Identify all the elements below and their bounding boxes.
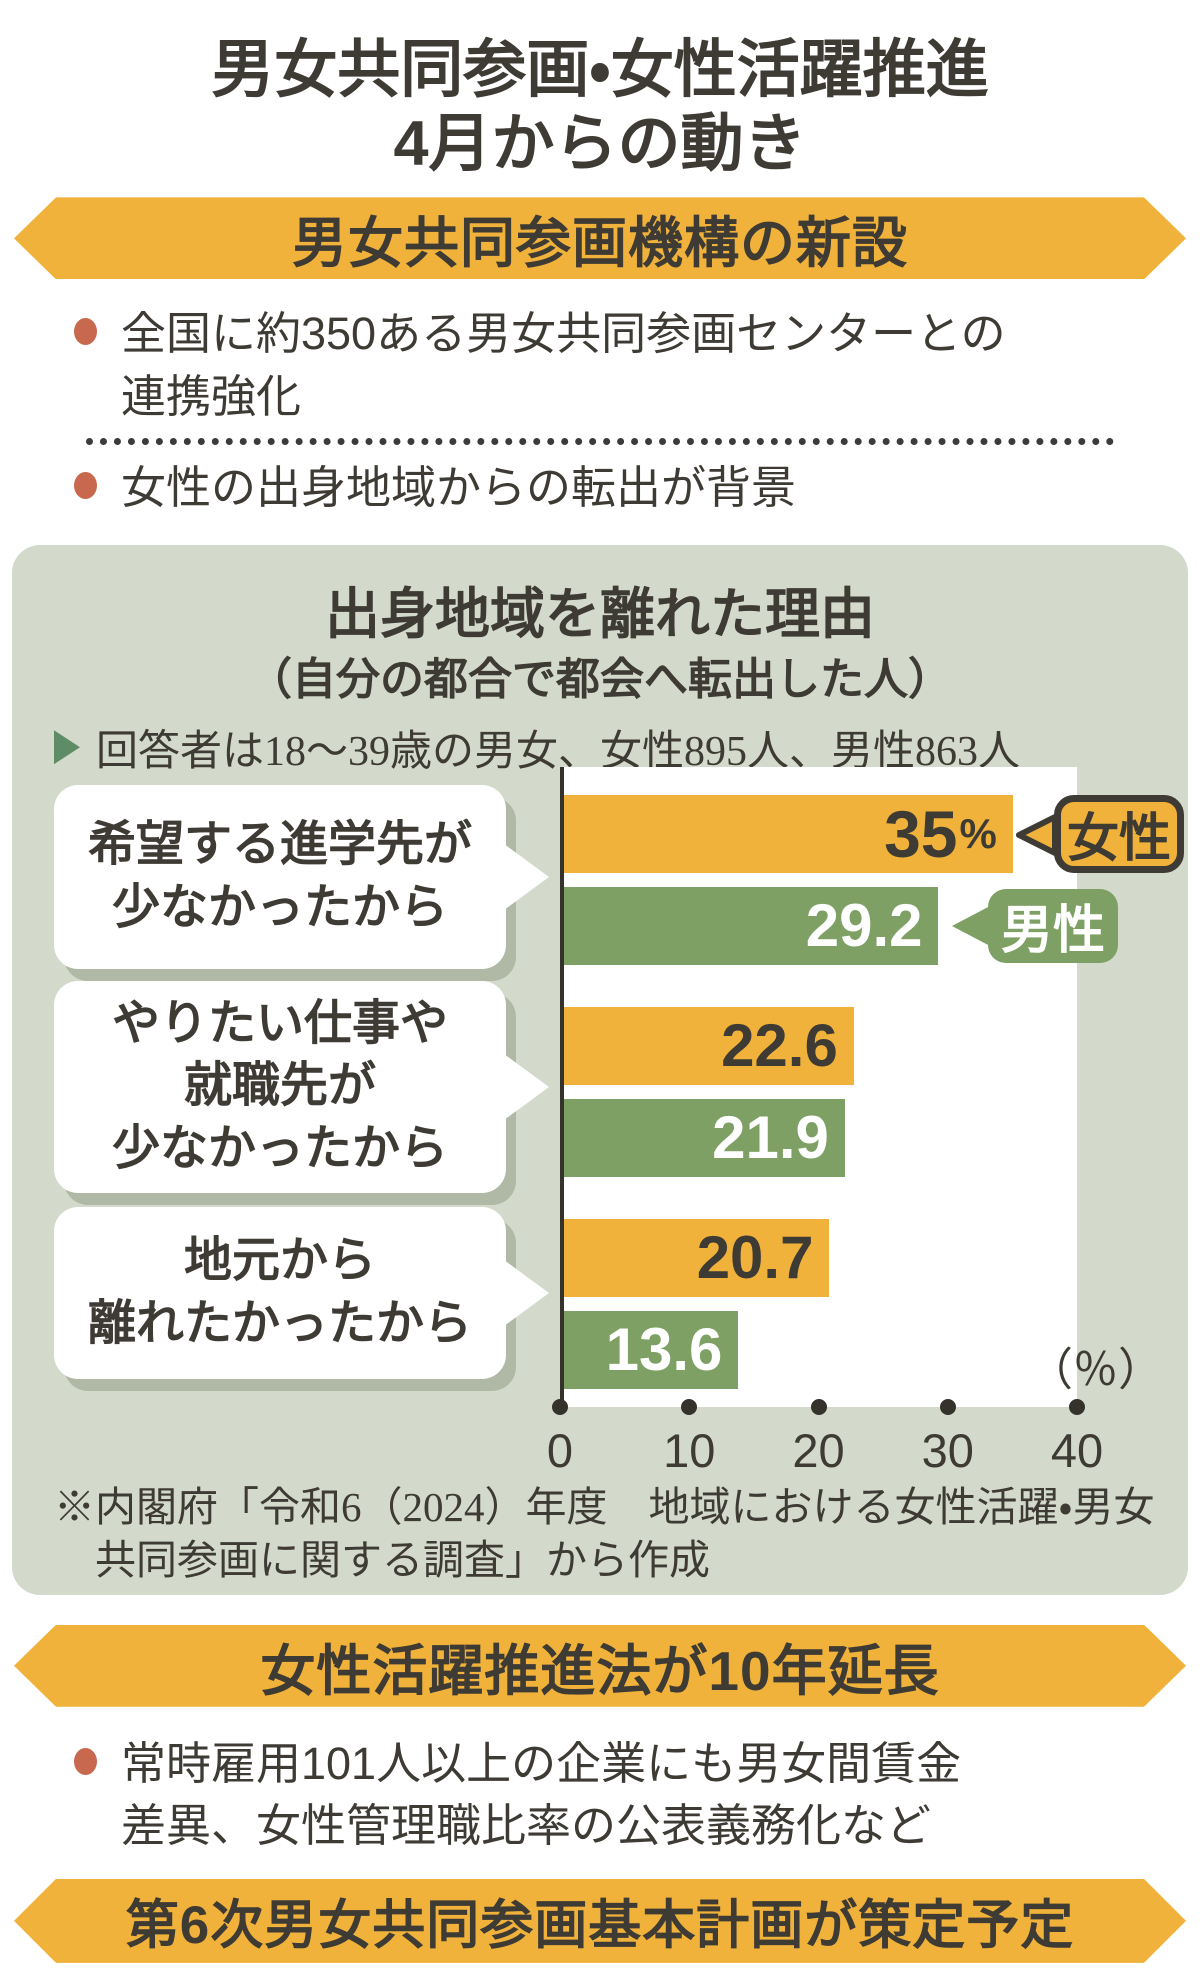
tick-dot bbox=[681, 1398, 698, 1415]
category-line: やりたい仕事や bbox=[111, 997, 448, 1051]
bullet-dot-icon bbox=[74, 318, 97, 346]
female-badge-arrow-icon bbox=[1016, 813, 1058, 856]
tick-label-0: 0 bbox=[546, 1423, 574, 1477]
tick-label-40: 40 bbox=[1050, 1423, 1104, 1477]
category-line: 就職先が bbox=[183, 1059, 376, 1113]
law-bullet-list: 常時雇用101人以上の企業にも男女間賃金 差異、女性管理職比率の公表義務化など bbox=[60, 1733, 1140, 1857]
law-bullet-1: 常時雇用101人以上の企業にも男女間賃金 差異、女性管理職比率の公表義務化など bbox=[60, 1733, 1140, 1857]
banner-law-label: 女性活躍推進法が10年延長 bbox=[260, 1639, 940, 1702]
bar-value: 35 bbox=[884, 796, 958, 871]
page-title-line2: 4月からの動き bbox=[393, 108, 807, 179]
category-line: 少なかったから bbox=[111, 880, 448, 934]
category-bubble-education: 希望する進学先が 少なかったから bbox=[54, 784, 506, 969]
source-note: ※内閣府「令和6（2024）年度 地域における女性活躍・男女共同参画に関する調査… bbox=[54, 1483, 1155, 1583]
bar-male-leave-home: 13.6 bbox=[564, 1310, 739, 1389]
category-line: 離れたかったから bbox=[87, 1296, 472, 1350]
legend-badge-female: 女性 bbox=[1054, 794, 1184, 873]
bullet-dot-icon bbox=[74, 1747, 97, 1775]
banner-law: 女性活躍推進法が10年延長 bbox=[14, 1625, 1186, 1707]
bar-female-leave-home: 20.7 bbox=[564, 1218, 830, 1297]
x-axis-labels: 0 10 20 30 40 bbox=[547, 1423, 1103, 1479]
chart-panel: 出身地域を離れた理由 （自分の都合で都会へ転出した人） 回答者は18～39歳の男… bbox=[12, 544, 1188, 1595]
tick-dot bbox=[810, 1398, 827, 1415]
bar-value: 21.9 bbox=[712, 1103, 829, 1171]
legend-badge-male: 男性 bbox=[988, 888, 1118, 963]
org-bullet-2-text: 女性の出身地域からの転出が背景 bbox=[121, 457, 796, 519]
category-bubble-jobs: やりたい仕事や 就職先が 少なかったから bbox=[54, 980, 506, 1193]
bar-value: 29.2 bbox=[805, 891, 923, 959]
chart-subtitle: （自分の都合で都会へ転出した人） bbox=[248, 654, 952, 704]
page-title: 男女共同参画・女性活躍推進 4月からの動き bbox=[0, 0, 1200, 181]
dotted-divider bbox=[86, 437, 1114, 445]
legend-female-label: 女性 bbox=[1066, 810, 1171, 869]
x-axis-ticks bbox=[552, 1398, 1085, 1415]
org-bullet-1: 全国に約350ある男女共同参画センターとの 連携強化 bbox=[60, 303, 1140, 427]
org-bullet-2-line1: 女性の出身地域からの転出が背景 bbox=[121, 461, 797, 513]
bar-value: 13.6 bbox=[605, 1315, 723, 1383]
category-line: 地元から bbox=[183, 1234, 376, 1288]
chart-title: 出身地域を離れた理由 bbox=[324, 582, 875, 645]
bar-value: 22.6 bbox=[721, 1011, 838, 1079]
tick-dot bbox=[939, 1398, 956, 1415]
law-bullet-line1: 常時雇用101人以上の企業にも男女間賃金 bbox=[121, 1737, 962, 1789]
law-bullet-1-text: 常時雇用101人以上の企業にも男女間賃金 差異、女性管理職比率の公表義務化など bbox=[121, 1733, 961, 1857]
axis-unit-label: （％） bbox=[1028, 1343, 1164, 1395]
banner-org-label: 男女共同参画機構の新設 bbox=[291, 212, 908, 275]
bar-male-education: 29.2 bbox=[564, 886, 939, 965]
category-line: 少なかったから bbox=[111, 1121, 448, 1175]
page-title-line1: 男女共同参画・女性活躍推進 bbox=[211, 35, 989, 105]
bar-female-education: 35% bbox=[564, 794, 1013, 873]
banner-plan-label: 第6次男女共同参画基本計画が策定予定 bbox=[125, 1895, 1075, 1955]
org-bullet-1-line1: 全国に約350ある男女共同参画センターとの bbox=[121, 308, 1006, 360]
tick-dot bbox=[552, 1398, 568, 1415]
male-badge-arrow-icon bbox=[952, 905, 990, 946]
bar-value: 20.7 bbox=[696, 1223, 814, 1291]
bar-value-unit: % bbox=[959, 809, 997, 857]
tick-label-10: 10 bbox=[663, 1423, 716, 1477]
law-bullet-line2: 差異、女性管理職比率の公表義務化など bbox=[121, 1799, 932, 1851]
org-bullet-1-line2: 連携強化 bbox=[121, 370, 302, 422]
bar-plot-area: 35% 29.2 22.6 21.9 20.7 13.6 bbox=[560, 766, 1077, 1407]
banner-plan: 第6次男女共同参画基本計画が策定予定 bbox=[14, 1879, 1186, 1963]
bullet-dot-icon bbox=[74, 471, 97, 499]
bar-female-jobs: 22.6 bbox=[564, 1006, 854, 1085]
tick-label-20: 20 bbox=[792, 1423, 845, 1477]
org-bullet-2: 女性の出身地域からの転出が背景 bbox=[60, 457, 1140, 519]
bar-male-jobs: 21.9 bbox=[564, 1098, 845, 1177]
tick-dot bbox=[1069, 1398, 1085, 1415]
triangle-marker-icon bbox=[54, 730, 80, 765]
tick-label-30: 30 bbox=[921, 1423, 974, 1477]
legend-male-label: 男性 bbox=[1000, 902, 1105, 961]
category-bubble-leave-home: 地元から 離れたかったから bbox=[54, 1206, 506, 1379]
org-bullet-list: 全国に約350ある男女共同参画センターとの 連携強化 女性の出身地域からの転出が… bbox=[60, 303, 1140, 518]
org-bullet-1-text: 全国に約350ある男女共同参画センターとの 連携強化 bbox=[121, 303, 1006, 427]
banner-org: 男女共同参画機構の新設 bbox=[14, 197, 1186, 279]
category-line: 希望する進学先が bbox=[87, 818, 472, 872]
